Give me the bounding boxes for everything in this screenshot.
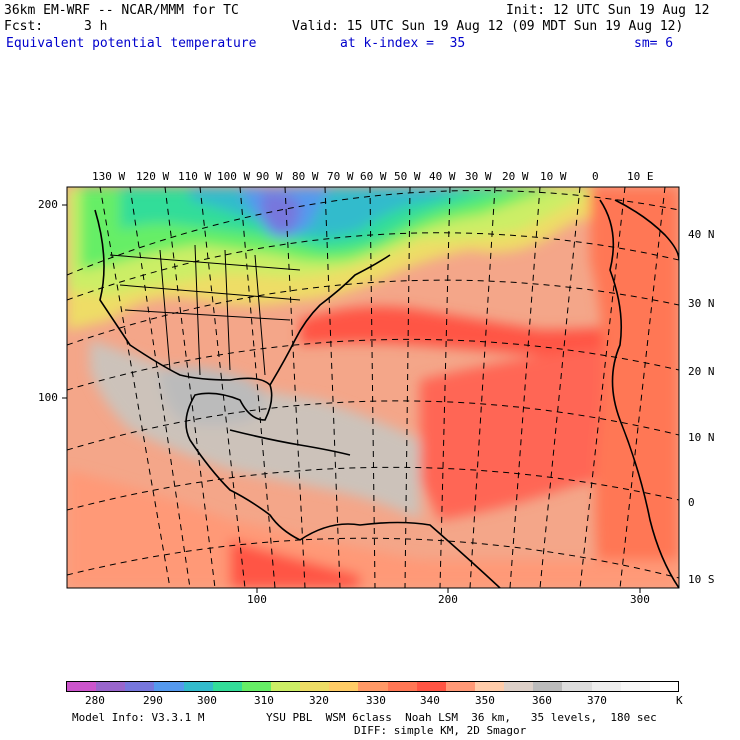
colorbar-swatch [154,682,184,692]
lat-label: 10 S [688,573,715,586]
lon-label: 30 W [465,170,492,183]
forecast-hour: 3 h [84,19,108,34]
colorbar-swatch [417,682,446,692]
colorbar-swatch [329,682,358,692]
smoothing-info: sm= 6 [634,36,674,51]
lat-label: 40 N [688,228,715,241]
grid-y-label: 200 [38,198,58,211]
grid-x-label: 200 [438,593,458,606]
colorbar-label: 310 [254,694,274,707]
lon-label: 70 W [327,170,354,183]
colorbar-swatch [213,682,242,692]
colorbar-unit: K [676,694,683,707]
init-time: Init: 12 UTC Sun 19 Aug 12 [506,3,710,18]
colorbar-label: 280 [85,694,105,707]
lon-label: 40 W [429,170,456,183]
colorbar-swatch [125,682,154,692]
lon-label: 120 W [136,170,170,183]
colorbar-swatch [650,682,679,692]
grid-y-label: 100 [38,391,58,404]
lon-label: 10 E [627,170,654,183]
lon-label: 60 W [360,170,387,183]
lat-label: 20 N [688,365,715,378]
colorbar-label: 370 [587,694,607,707]
model-info: Model Info: V3.3.1 M [72,711,205,724]
lat-label: 10 N [688,431,715,444]
colorbar-label: 340 [420,694,440,707]
valid-time: Valid: 15 UTC Sun 19 Aug 12 (09 MDT Sun … [292,19,684,34]
lon-label: 100 W [217,170,251,183]
colorbar-swatch [388,682,417,692]
colorbar-label: 300 [197,694,217,707]
forecast-label: Fcst: [4,19,44,34]
physics-info: YSU PBL WSM 6class Noah LSM 36 km, 35 le… [266,711,657,724]
colorbar-swatch [533,682,562,692]
colorbar-swatch [300,682,329,692]
lon-label: 90 W [256,170,283,183]
lon-label: 110 W [178,170,212,183]
colorbar-swatch [184,682,213,692]
field-name: Equivalent potential temperature [6,36,257,51]
diffusion-info: DIFF: simple KM, 2D Smagor [354,724,527,737]
lat-label: 0 [688,496,695,509]
colorbar-label: 360 [532,694,552,707]
colorbar-swatch [621,682,650,692]
lon-label: 10 W [540,170,567,183]
colorbar-swatch [475,682,504,692]
colorbar-label: 320 [309,694,329,707]
colorbar-label: 330 [366,694,386,707]
colorbar-swatch [446,682,475,692]
lon-label: 80 W [292,170,319,183]
lon-label: 50 W [394,170,421,183]
grid-x-label: 300 [630,593,650,606]
colorbar-swatch [67,682,96,692]
level-info: at k-index = 35 [340,36,466,51]
colorbar-swatch [242,682,271,692]
colorbar-swatch [592,682,621,692]
colorbar-label: 350 [475,694,495,707]
model-title: 36km EM-WRF -- NCAR/MMM for TC [4,3,239,18]
colorbar-label: 290 [143,694,163,707]
lon-label: 130 W [92,170,126,183]
lon-label: 0 [592,170,599,183]
grid-x-label: 100 [247,593,267,606]
lat-label: 30 N [688,297,715,310]
lon-label: 20 W [502,170,529,183]
colorbar-swatch [562,682,592,692]
colorbar-swatch [96,682,125,692]
colorbar-swatch [504,682,533,692]
colorbar-swatch [358,682,388,692]
colorbar-swatch [271,682,300,692]
